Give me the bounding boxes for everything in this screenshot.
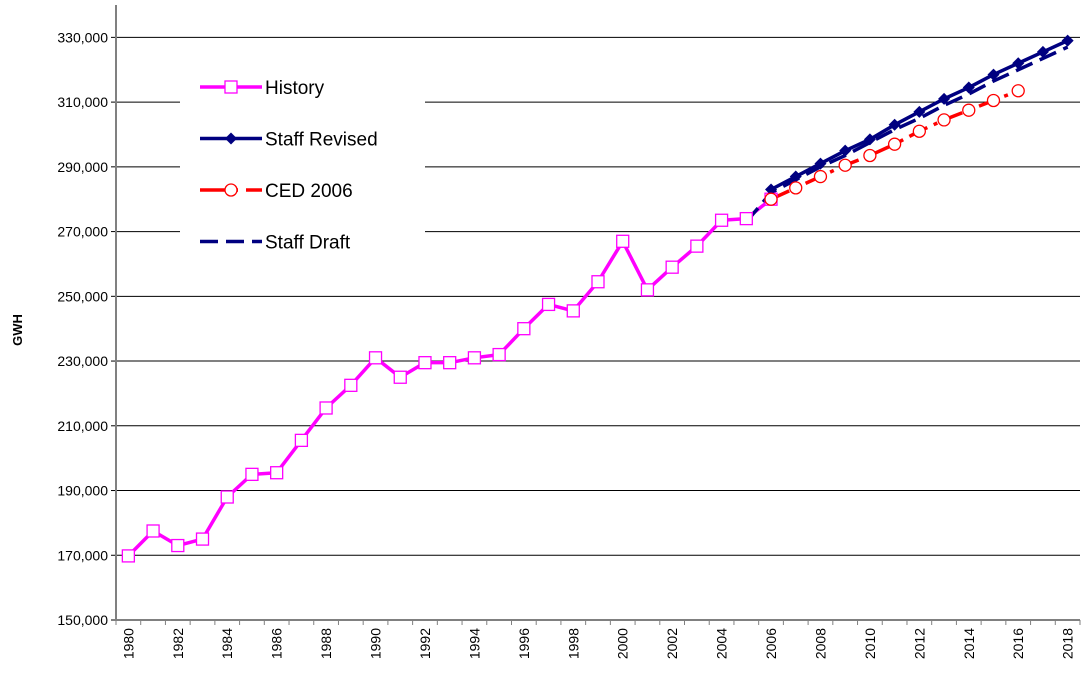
legend-box bbox=[180, 62, 425, 270]
marker bbox=[888, 118, 901, 131]
marker bbox=[220, 490, 234, 504]
marker bbox=[566, 304, 580, 318]
marker bbox=[1061, 34, 1074, 47]
x-tick-label: 1980 bbox=[120, 628, 136, 659]
marker bbox=[368, 351, 383, 365]
x-tick-label: 1994 bbox=[466, 628, 482, 659]
x-tick-label: 1992 bbox=[417, 628, 433, 659]
y-tick-label: 170,000 bbox=[57, 547, 108, 563]
marker bbox=[467, 351, 482, 365]
x-tick-label: 2006 bbox=[763, 628, 779, 659]
marker bbox=[863, 133, 876, 146]
marker bbox=[294, 433, 309, 448]
marker bbox=[591, 275, 605, 289]
x-tick-label: 2004 bbox=[714, 628, 730, 659]
legend-label: History bbox=[265, 78, 325, 99]
marker bbox=[813, 169, 828, 184]
marker bbox=[224, 80, 238, 94]
x-tick-label: 2002 bbox=[664, 628, 680, 659]
marker bbox=[616, 234, 630, 248]
x-tick-label: 1988 bbox=[318, 628, 334, 659]
marker bbox=[640, 283, 655, 297]
marker bbox=[912, 124, 926, 138]
marker bbox=[541, 297, 556, 312]
marker bbox=[1011, 84, 1025, 98]
y-tick-label: 190,000 bbox=[57, 483, 108, 499]
marker bbox=[492, 347, 506, 362]
marker bbox=[344, 378, 358, 392]
marker bbox=[962, 81, 975, 94]
marker bbox=[517, 322, 531, 336]
marker bbox=[913, 105, 926, 118]
legend-label: Staff Draft bbox=[265, 233, 351, 254]
marker bbox=[195, 532, 210, 546]
x-tick-label: 2000 bbox=[615, 628, 631, 659]
marker bbox=[838, 158, 852, 172]
x-tick-label: 2016 bbox=[1010, 628, 1026, 659]
y-tick-label: 250,000 bbox=[57, 288, 108, 304]
legend-label: Staff Revised bbox=[265, 130, 378, 151]
x-tick-label: 1998 bbox=[565, 628, 581, 659]
marker bbox=[418, 356, 432, 370]
x-tick-label: 2012 bbox=[911, 628, 927, 659]
marker bbox=[121, 549, 136, 563]
x-tick-label: 1984 bbox=[219, 628, 235, 659]
marker bbox=[225, 132, 237, 145]
marker bbox=[764, 192, 778, 206]
legend-label: CED 2006 bbox=[265, 181, 353, 202]
marker bbox=[171, 538, 185, 553]
marker bbox=[1012, 57, 1025, 70]
x-tick-label: 2008 bbox=[812, 628, 828, 659]
y-tick-label: 270,000 bbox=[57, 224, 108, 240]
marker bbox=[814, 157, 827, 170]
marker bbox=[863, 148, 877, 163]
series-line bbox=[770, 89, 1019, 201]
marker bbox=[789, 181, 803, 195]
marker bbox=[986, 93, 1001, 108]
y-tick-label: 290,000 bbox=[57, 159, 108, 175]
marker bbox=[319, 401, 333, 415]
y-tick-label: 150,000 bbox=[57, 612, 108, 628]
x-tick-label: 2018 bbox=[1060, 628, 1076, 659]
x-tick-label: 1982 bbox=[170, 628, 186, 659]
marker bbox=[765, 183, 778, 196]
y-tick-label: 230,000 bbox=[57, 353, 108, 369]
marker bbox=[962, 103, 976, 117]
y-tick-label: 330,000 bbox=[57, 29, 108, 45]
marker bbox=[665, 260, 679, 274]
marker bbox=[224, 183, 238, 197]
marker bbox=[270, 466, 284, 480]
marker bbox=[938, 92, 951, 105]
y-tick-label: 210,000 bbox=[57, 418, 108, 434]
marker bbox=[245, 467, 259, 481]
marker bbox=[937, 113, 951, 127]
marker bbox=[887, 137, 902, 151]
marker bbox=[443, 356, 457, 370]
marker bbox=[789, 170, 802, 183]
x-tick-label: 2014 bbox=[961, 628, 977, 659]
marker bbox=[1036, 45, 1049, 58]
y-tick-label: 310,000 bbox=[57, 94, 108, 110]
x-tick-label: 2010 bbox=[862, 628, 878, 659]
x-tick-label: 1996 bbox=[516, 628, 532, 659]
series-line bbox=[744, 45, 1069, 224]
x-tick-label: 1990 bbox=[368, 628, 384, 659]
marker bbox=[714, 213, 729, 227]
marker bbox=[987, 68, 1000, 81]
marker bbox=[146, 524, 160, 538]
marker bbox=[839, 144, 852, 157]
y-axis-label: GWH bbox=[10, 314, 25, 346]
x-tick-label: 1986 bbox=[269, 628, 285, 659]
marker bbox=[393, 370, 407, 384]
marker bbox=[739, 211, 753, 226]
marker bbox=[690, 239, 704, 253]
